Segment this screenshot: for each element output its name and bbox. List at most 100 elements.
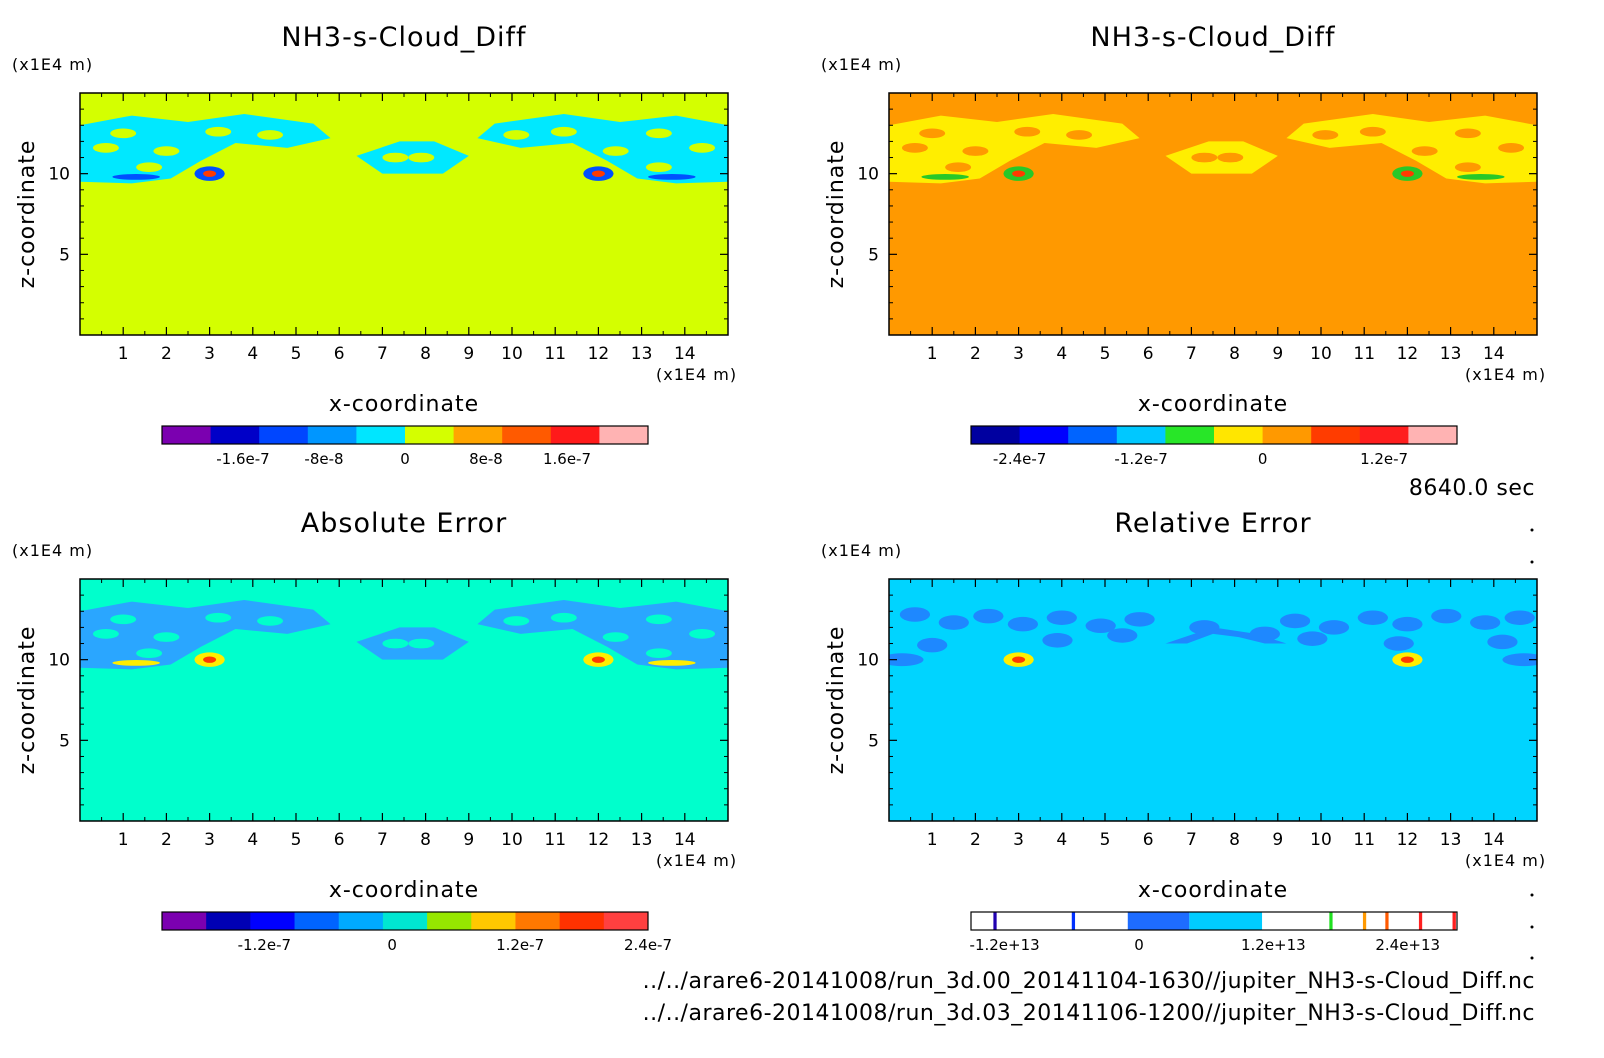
cloud-patch xyxy=(889,653,924,667)
cloud-patch xyxy=(1042,633,1073,648)
colorbar-segment xyxy=(1165,426,1215,444)
y-tick-label: 10 xyxy=(48,651,70,671)
colorbar-segment xyxy=(1329,912,1333,930)
colorbar-segment xyxy=(1127,912,1190,930)
cloud-patch xyxy=(1383,636,1414,651)
cloud-patch xyxy=(1502,653,1537,667)
cloud-cell-core xyxy=(1012,170,1026,177)
panel-title: NH3-s-Cloud_Diff xyxy=(281,22,527,53)
y-axis-label: z-coordinate xyxy=(15,626,40,775)
dot-marker xyxy=(1530,528,1534,532)
colorbar-segment xyxy=(1068,426,1118,444)
x-tick-label: 12 xyxy=(1397,344,1419,364)
x-tick-label: 12 xyxy=(1397,830,1419,850)
colorbar-tick-label: 2.4e+13 xyxy=(1375,936,1440,954)
x-tick-label: 8 xyxy=(420,830,431,850)
colorbar-tick-label: -8e-8 xyxy=(304,450,343,468)
x-tick-label: 9 xyxy=(1272,830,1283,850)
colorbar-tick-label: 2.4e-7 xyxy=(624,936,672,954)
cloud-patch xyxy=(1007,616,1039,632)
x-tick-label: 11 xyxy=(1353,344,1375,364)
cloud-hole xyxy=(205,612,232,623)
cloud-hole xyxy=(136,162,163,173)
colorbar-frame xyxy=(970,911,1458,931)
x-tick-label: 8 xyxy=(1229,830,1240,850)
x-tick-label: 7 xyxy=(1186,830,1197,850)
colorbar-tick-label: 1.6e-7 xyxy=(543,450,591,468)
x-tick-label: 10 xyxy=(501,344,523,364)
cloud-hole xyxy=(962,146,989,156)
colorbar-segment xyxy=(1359,426,1409,444)
cloud-patch xyxy=(1046,610,1077,625)
dot-marker xyxy=(1530,893,1534,897)
cloud-hole xyxy=(645,162,672,173)
colorbar-segment xyxy=(1262,912,1330,930)
y-tick-label: 10 xyxy=(857,165,879,185)
cloud-patch xyxy=(1431,608,1462,624)
dot-marker xyxy=(1530,925,1534,929)
file-path-2: ../../arare6-20141008/run_3d.03_20141106… xyxy=(643,1001,1535,1026)
colorbar: -1.2e-7 0 1.2e-7 2.4e-7 xyxy=(161,911,672,954)
colorbar-segment xyxy=(1214,426,1264,444)
cloud-patch xyxy=(1297,631,1328,646)
cloud-cell-core xyxy=(203,656,217,663)
time-label: 8640.0 sec xyxy=(1409,476,1535,501)
cloud-patch xyxy=(1392,616,1423,632)
cloud-hole xyxy=(945,162,972,173)
heatmap-field xyxy=(80,579,728,821)
x-tick-label: 10 xyxy=(1310,344,1332,364)
x-tick-label: 6 xyxy=(334,344,345,364)
colorbar-segment xyxy=(502,426,552,444)
colorbar-segment xyxy=(471,912,516,930)
cloud-cell-core xyxy=(1400,656,1414,663)
colorbar-tick-label: -1.2e+13 xyxy=(970,936,1040,954)
cloud-hole xyxy=(1411,146,1438,156)
colorbar-frame xyxy=(161,911,649,931)
cloud-hole xyxy=(1359,126,1386,137)
cloud-hole xyxy=(645,128,672,139)
colorbar-segment xyxy=(603,912,649,930)
x-unit-label: (x1E4 m) xyxy=(656,851,737,870)
cloud-band-pattern xyxy=(889,113,1537,184)
y-tick-label: 5 xyxy=(868,731,879,751)
cloud-hole xyxy=(602,632,629,642)
cloud-patch xyxy=(1165,627,1287,644)
x-tick-label: 11 xyxy=(544,830,566,850)
cloud-cell-core xyxy=(591,170,605,177)
cloud-patch xyxy=(1124,612,1155,627)
x-tick-label: 11 xyxy=(1353,830,1375,850)
cloud-patch xyxy=(1318,620,1350,635)
x-tick-label: 9 xyxy=(1272,344,1283,364)
cloud-hole xyxy=(550,126,577,137)
cloud-patch xyxy=(1085,618,1116,634)
colorbar-segment xyxy=(1388,912,1419,930)
cloud-streak xyxy=(648,659,696,666)
cloud-hole xyxy=(257,130,284,140)
cloud-patch xyxy=(899,607,931,622)
panel-relative-error: Relative Error (x1E4 m) 1 2 3 4 5 6 7 8 9 10 11 12 1… xyxy=(821,508,1545,954)
colorbar-segment xyxy=(550,426,600,444)
cloud-hole xyxy=(503,130,530,140)
cloud-hole xyxy=(1498,143,1525,153)
colorbar-segment xyxy=(1366,912,1386,930)
cloud-patch xyxy=(1487,634,1518,650)
colorbar-frame xyxy=(161,425,649,445)
cloud-patch xyxy=(973,608,1004,624)
colorbar-tick-label: 0 xyxy=(387,936,397,954)
cloud-patch xyxy=(1279,613,1311,629)
colorbar: -1.2e+13 0 1.2e+13 2.4e+13 xyxy=(937,911,1458,954)
file-path-1: ../../arare6-20141008/run_3d.00_20141104… xyxy=(643,969,1535,994)
cloud-band-pattern xyxy=(889,607,1537,667)
cloud-hole xyxy=(1191,152,1218,163)
panel-absolute-error: Absolute Error (x1E4 m) 1 2 3 4 5 6 7 8 9 10 11 12 1… xyxy=(12,508,737,954)
x-tick-label: 6 xyxy=(1143,344,1154,364)
cloud-band-pattern xyxy=(80,599,728,670)
colorbar-tick-label: 0 xyxy=(1258,450,1268,468)
cloud-band-pattern xyxy=(80,113,728,184)
colorbar-segment xyxy=(993,912,997,930)
y-axis-label: z-coordinate xyxy=(15,140,40,289)
cloud-hole xyxy=(92,143,119,153)
cloud-hole xyxy=(382,638,409,649)
colorbar-segment xyxy=(1332,912,1363,930)
